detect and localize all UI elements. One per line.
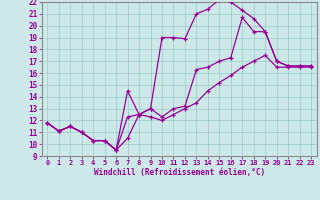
X-axis label: Windchill (Refroidissement éolien,°C): Windchill (Refroidissement éolien,°C) <box>94 168 265 177</box>
